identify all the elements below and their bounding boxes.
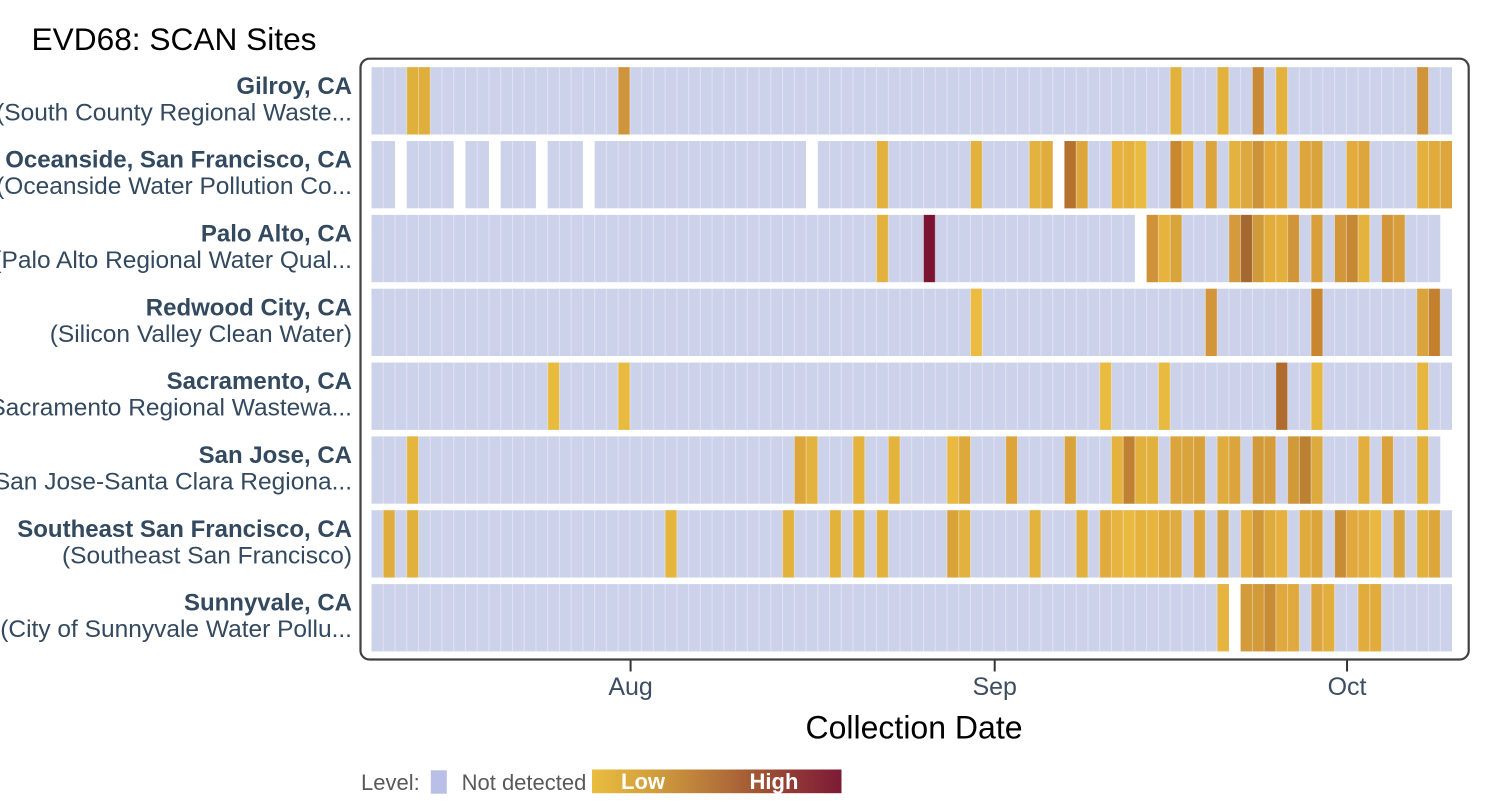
svg-text:EVD68: SCAN Sites: EVD68: SCAN Sites — [32, 21, 317, 57]
svg-text:(Southeast San Francisco): (Southeast San Francisco) — [62, 542, 352, 569]
svg-text:(Palo Alto Regional Water Qual: (Palo Alto Regional Water Qual... — [0, 247, 352, 274]
svg-text:Oct: Oct — [1328, 673, 1367, 701]
svg-text:Not detected: Not detected — [462, 770, 587, 795]
svg-text:(San Jose-Santa Clara Regiona.: (San Jose-Santa Clara Regiona... — [0, 469, 352, 496]
svg-text:Sacramento, CA: Sacramento, CA — [167, 368, 352, 395]
svg-text:(City of Sunnyvale Water Pollu: (City of Sunnyvale Water Pollu... — [0, 616, 352, 643]
svg-text:Low: Low — [621, 769, 666, 794]
svg-text:Level:: Level: — [361, 770, 420, 795]
svg-text:Collection Date: Collection Date — [806, 710, 1023, 746]
svg-text:Gilroy, CA: Gilroy, CA — [236, 73, 352, 100]
svg-text:(South County Regional Waste..: (South County Regional Waste... — [0, 99, 352, 126]
svg-text:Redwood City, CA: Redwood City, CA — [146, 294, 352, 321]
svg-text:Palo Alto, CA: Palo Alto, CA — [201, 221, 352, 248]
svg-text:High: High — [750, 769, 799, 794]
svg-text:(Oceanside Water Pollution Co.: (Oceanside Water Pollution Co... — [0, 173, 352, 200]
svg-text:Oceanside, San Francisco, CA: Oceanside, San Francisco, CA — [5, 147, 352, 174]
svg-text:(Sacramento Regional Wastewa..: (Sacramento Regional Wastewa... — [0, 395, 352, 422]
svg-text:Southeast San Francisco, CA: Southeast San Francisco, CA — [17, 516, 352, 543]
svg-text:Sep: Sep — [972, 673, 1016, 701]
svg-text:Aug: Aug — [608, 673, 652, 701]
svg-text:(Silicon Valley Clean Water): (Silicon Valley Clean Water) — [50, 321, 352, 348]
svg-text:San Jose, CA: San Jose, CA — [199, 442, 352, 469]
svg-text:Sunnyvale, CA: Sunnyvale, CA — [184, 590, 352, 617]
